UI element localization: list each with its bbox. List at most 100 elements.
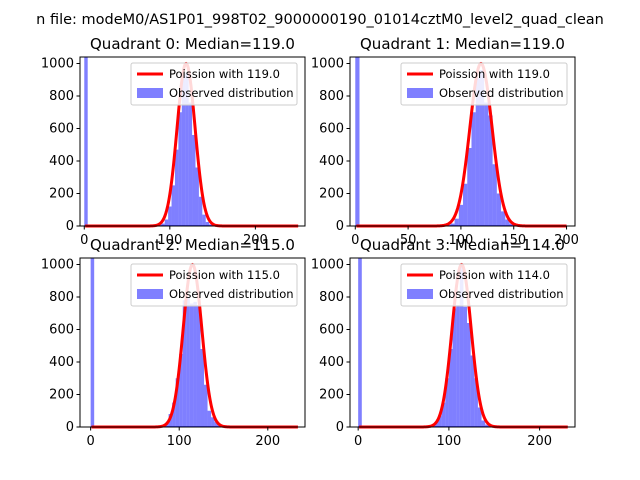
legend-box (130, 62, 298, 106)
y-tick-label: 600 (319, 323, 344, 338)
axes-frame (349, 257, 576, 428)
legend-hist-label: Observed distribution (439, 287, 564, 301)
x-tick-label: 0 (354, 434, 362, 449)
hist-bar (467, 323, 471, 427)
legend-box (130, 263, 298, 307)
hist-bar (198, 196, 203, 226)
y-tick-label: 400 (319, 355, 344, 370)
figure-title: n file: modeM0/AS1P01_998T02_9000000190_… (36, 12, 604, 28)
hist-bar (454, 218, 459, 226)
x-tick-label: 200 (554, 233, 579, 248)
hist-bar-spike (355, 57, 360, 226)
hist-bar (496, 193, 502, 226)
y-tick-label: 600 (319, 122, 344, 137)
y-tick-label: 1000 (41, 258, 74, 273)
y-tick-label: 0 (336, 420, 344, 435)
y-tick-label: 400 (319, 154, 344, 169)
y-tick-label: 1000 (311, 258, 344, 273)
hist-bar (485, 424, 489, 427)
legend-fit-label: Poission with 119.0 (439, 67, 550, 81)
legend: Poission with 119.0 Observed distribution (130, 62, 298, 106)
hist-bar (185, 73, 189, 226)
hist-bar (182, 300, 187, 427)
legend-hist-swatch (137, 88, 163, 98)
hist-bar (193, 301, 197, 427)
hist-bar (211, 417, 215, 427)
x-tick-label: 50 (400, 233, 417, 248)
y-tick-label: 800 (319, 290, 344, 305)
hist-bar (200, 349, 205, 427)
hist-bar (488, 115, 493, 226)
hist-bar (452, 308, 457, 427)
hist-bar (479, 70, 485, 226)
y-tick-label: 600 (49, 122, 74, 137)
hist-bar (463, 306, 468, 427)
legend-hist-swatch (137, 289, 163, 299)
x-tick-label: 200 (255, 434, 280, 449)
hist-bar (178, 112, 182, 226)
hist-bar (181, 76, 186, 226)
hist-bar (509, 223, 514, 226)
hist-bar (459, 266, 464, 427)
hist-bar (467, 148, 472, 226)
legend-fit-label: Poission with 115.0 (169, 268, 280, 282)
hist-bar (195, 167, 199, 226)
axes-frame (79, 257, 306, 428)
hist-bar (477, 407, 482, 427)
hist-bar (204, 384, 208, 427)
subplot-title: Quadrant 0: Median=119.0 (90, 35, 295, 53)
x-tick-label: 0 (351, 233, 359, 248)
hist-bar (471, 112, 476, 226)
x-tick-label: 100 (157, 233, 182, 248)
x-tick-label: 200 (243, 233, 268, 248)
hist-bar (168, 206, 172, 226)
y-tick-label: 400 (49, 154, 74, 169)
legend-fit-label: Poission with 114.0 (439, 268, 550, 282)
y-tick-label: 200 (319, 388, 344, 403)
hist-bar (189, 303, 194, 427)
x-tick-label: 150 (501, 233, 526, 248)
hist-bar (214, 422, 219, 427)
x-tick-label: 100 (167, 434, 192, 449)
hist-bar (501, 211, 506, 226)
y-tick-label: 800 (319, 89, 344, 104)
legend-hist-label: Observed distribution (169, 287, 294, 301)
x-tick-label: 200 (527, 434, 552, 449)
y-tick-label: 0 (66, 420, 74, 435)
axes-frame (349, 56, 576, 227)
hist-bar (445, 378, 449, 427)
hist-bar (505, 219, 510, 226)
y-tick-label: 600 (49, 323, 74, 338)
y-tick-label: 200 (49, 388, 74, 403)
axes-frame (79, 56, 306, 227)
hist-bar (484, 102, 489, 226)
subplot-title: Quadrant 3: Median=114.0 (360, 236, 565, 254)
hist-bar (179, 353, 183, 427)
legend-hist-label: Observed distribution (169, 86, 294, 100)
hist-bar (192, 135, 196, 226)
hist-bar (164, 219, 169, 226)
legend: Poission with 114.0 Observed distribution (400, 263, 568, 307)
hist-bar (171, 185, 175, 226)
x-tick-label: 0 (86, 434, 94, 449)
hist-bar (456, 305, 460, 427)
y-tick-label: 200 (319, 187, 344, 202)
y-tick-label: 800 (49, 290, 74, 305)
hist-bar-spike (84, 57, 88, 226)
y-tick-label: 200 (49, 187, 74, 202)
legend: Poission with 119.0 Observed distribution (400, 62, 568, 106)
hist-bar (492, 164, 497, 226)
legend-hist-label: Observed distribution (439, 86, 564, 100)
hist-bar-spike (90, 258, 95, 427)
y-tick-label: 1000 (41, 57, 74, 72)
legend-box (400, 62, 568, 106)
legend: Poission with 115.0 Observed distribution (130, 263, 298, 307)
x-tick-label: 100 (449, 233, 474, 248)
hist-bar (174, 149, 179, 226)
hist-bar (205, 221, 210, 226)
hist-bar (161, 223, 165, 226)
y-tick-label: 400 (49, 355, 74, 370)
hist-bar (441, 402, 446, 427)
